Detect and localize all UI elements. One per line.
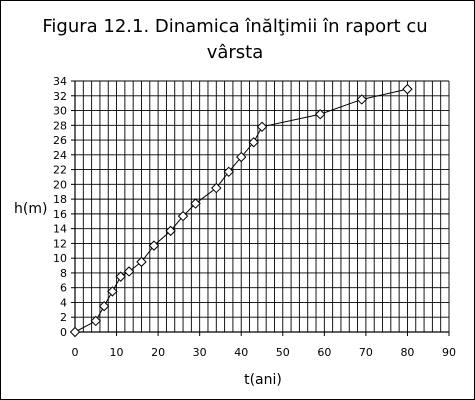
y-tick-label: 18 [53, 193, 67, 206]
x-tick-label: 60 [317, 346, 331, 359]
x-tick-label: 70 [359, 346, 373, 359]
x-axis-label: t(ani) [244, 372, 282, 388]
data-point [356, 94, 367, 105]
y-tick-label: 8 [60, 267, 67, 280]
y-tick-label: 24 [53, 149, 67, 162]
data-point [248, 137, 259, 148]
data-point [223, 166, 234, 178]
series [69, 83, 413, 338]
axes [71, 80, 450, 336]
y-tick-label: 28 [53, 119, 67, 132]
x-tick-label: 10 [110, 346, 124, 359]
data-point [236, 151, 247, 163]
data-point [136, 256, 147, 268]
data-point [115, 271, 126, 282]
y-tick-label: 2 [60, 311, 67, 324]
data-point [107, 286, 118, 297]
y-axis-label: h(m) [14, 201, 47, 217]
data-point [98, 300, 110, 312]
data-point [123, 266, 135, 277]
grid [75, 80, 450, 332]
x-tick-label: 20 [151, 346, 165, 359]
x-tick-label: 90 [442, 346, 456, 359]
data-point [90, 315, 101, 327]
x-tick-label: 40 [234, 346, 248, 359]
chart-title: Figura 12.1. Dinamica înălţimii în rapor… [42, 16, 428, 63]
data-point [314, 109, 326, 120]
x-tick-label: 30 [193, 346, 207, 359]
y-tick-label: 14 [53, 223, 67, 236]
x-tick-label: 50 [276, 346, 290, 359]
y-tick-label: 12 [53, 237, 67, 250]
y-tick-label: 32 [53, 90, 67, 103]
data-point [148, 240, 160, 251]
data-point [402, 83, 413, 95]
y-tick-label: 6 [60, 282, 67, 295]
y-tick-label: 20 [53, 178, 67, 191]
y-tick-label: 4 [60, 296, 67, 309]
y-tick-label: 34 [53, 75, 67, 88]
data-point [211, 182, 222, 194]
data-point [256, 121, 268, 132]
y-tick-label: 22 [53, 164, 67, 177]
data-point [177, 210, 189, 222]
y-tick-label: 10 [53, 252, 67, 265]
data-point [69, 326, 81, 338]
y-tick-label: 16 [53, 208, 67, 221]
x-tick-label: 0 [72, 346, 79, 359]
y-tick-label: 0 [60, 326, 67, 339]
x-tick-label: 80 [400, 346, 414, 359]
data-point [190, 198, 201, 209]
data-point [165, 225, 176, 237]
y-tick-label: 30 [53, 105, 67, 118]
y-tick-label: 26 [53, 134, 67, 147]
